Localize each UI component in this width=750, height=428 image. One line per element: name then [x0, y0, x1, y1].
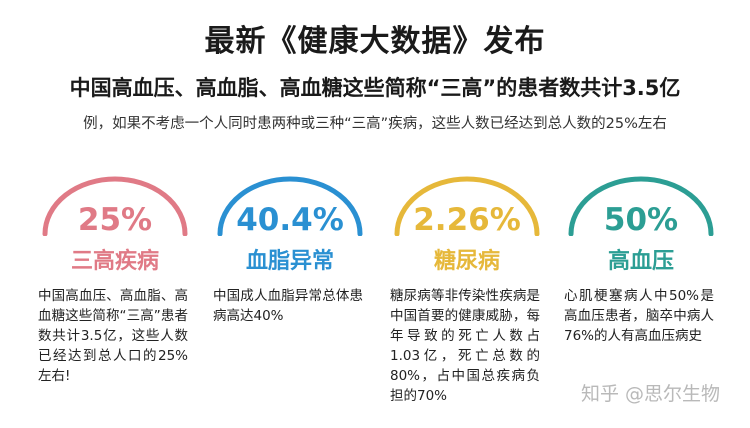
page-subtitle: 中国高血压、高血脂、高血糖这些简称“三高”的患者数共计3.5亿 [69, 76, 681, 100]
page-title: 最新《健康大数据》发布 [204, 24, 546, 59]
stat-percent: 2.26% [413, 202, 521, 238]
arc-icon [394, 176, 540, 236]
stat-description: 糖尿病等非传染性疾病是中国首要的健康威胁，每年导致的死亡人数占1.03亿，死亡总… [390, 288, 540, 404]
stat-label: 血脂异常 [245, 249, 334, 274]
intro-note: 例，如果不考虑一个人同时患两种或三种“三高”疾病，这些人数已经达到总人数的25%… [83, 116, 667, 132]
stat-percent: 25% [77, 202, 153, 238]
stat-label: 糖尿病 [433, 249, 500, 274]
arc-icon [217, 176, 363, 236]
arc-icon [568, 176, 714, 236]
arc-icon [42, 176, 188, 236]
stat-percent: 40.4% [236, 202, 344, 238]
stat-percent: 50% [603, 202, 679, 238]
stat-label: 高血压 [607, 249, 674, 274]
stat-description: 心肌梗塞病人中50%是高血压患者，脑卒中病人76%的人有高血压病史 [564, 288, 714, 344]
stat-label: 三高疾病 [70, 249, 159, 274]
stat-description: 中国高血压、高血脂、高血糖这些简称“三高”患者数共计3.5亿，这些人数已经达到总… [38, 288, 188, 384]
watermark: 知乎 @思尔生物 [580, 383, 720, 405]
stat-description: 中国成人血脂异常总体患病高达40% [213, 288, 363, 324]
